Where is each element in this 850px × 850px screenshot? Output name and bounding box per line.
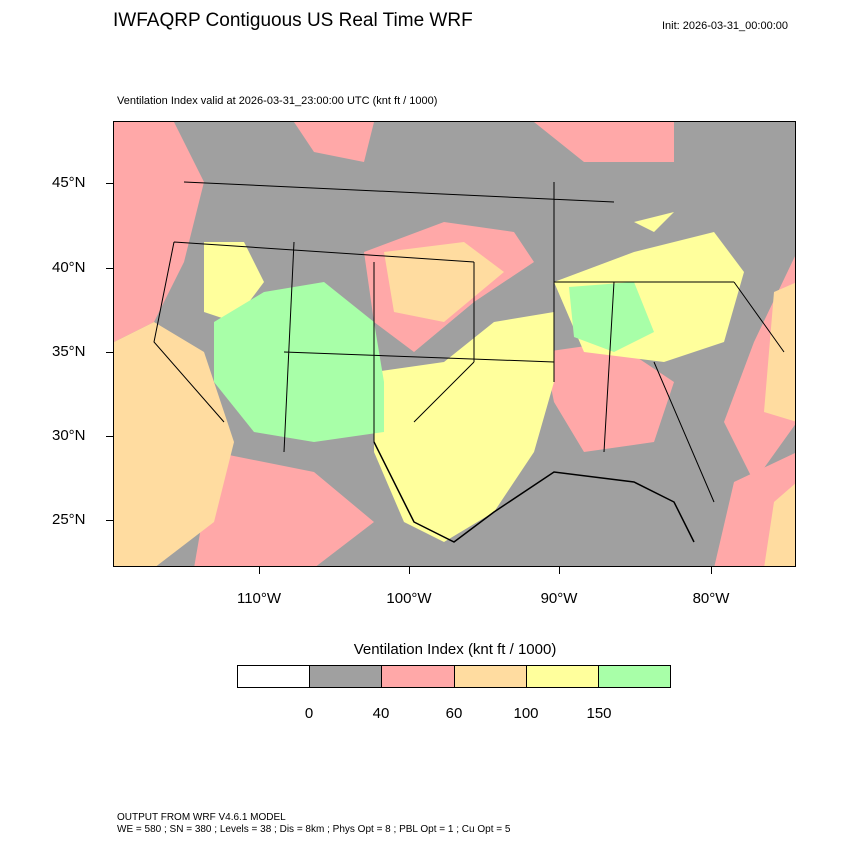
lat-tick	[106, 352, 113, 353]
lon-label: 80°W	[692, 590, 730, 607]
colorbar-label: 0	[304, 705, 314, 722]
lon-tick	[409, 567, 410, 574]
state-boundaries	[153, 181, 785, 543]
colorbar-label: 150	[586, 705, 612, 722]
lon-tick	[711, 567, 712, 574]
map-field	[114, 122, 795, 566]
lat-tick	[106, 268, 113, 269]
colorbar-swatch	[526, 666, 599, 687]
init-time: Init: 2026-03-31_00:00:00	[662, 20, 788, 32]
colorbar-swatch	[454, 666, 527, 687]
colorbar-title: Ventilation Index (knt ft / 1000)	[353, 641, 557, 658]
model-info-line2: WE = 580 ; SN = 380 ; Levels = 38 ; Dis …	[117, 824, 511, 835]
green-zones	[214, 282, 654, 442]
colorbar-swatch	[382, 666, 455, 687]
lon-label: 110°W	[236, 590, 282, 607]
lat-label: 45°N	[52, 174, 86, 191]
lat-label: 35°N	[52, 343, 86, 360]
peach-zones	[114, 242, 795, 566]
lon-tick	[259, 567, 260, 574]
lat-label: 40°N	[52, 259, 86, 276]
colorbar-label: 40	[372, 705, 390, 722]
colorbar-label: 60	[445, 705, 463, 722]
plot-title: IWFAQRP Contiguous US Real Time WRF	[113, 10, 473, 31]
colorbar-label: 100	[513, 705, 539, 722]
lat-tick	[106, 183, 113, 184]
lon-label: 100°W	[386, 590, 432, 607]
lat-label: 30°N	[52, 427, 86, 444]
lat-tick	[106, 436, 113, 437]
lat-label: 25°N	[52, 511, 86, 528]
colorbar-swatch	[310, 666, 383, 687]
model-info-line1: OUTPUT FROM WRF V4.6.1 MODEL	[117, 812, 286, 823]
colorbar-swatch	[238, 666, 311, 687]
lon-tick	[559, 567, 560, 574]
colorbar	[237, 665, 671, 688]
plot-subtitle: Ventilation Index valid at 2026-03-31_23…	[117, 95, 438, 107]
lat-tick	[106, 520, 113, 521]
lon-label: 90°W	[540, 590, 578, 607]
colorbar-swatch	[598, 666, 671, 687]
ventilation-index-map	[113, 121, 796, 567]
